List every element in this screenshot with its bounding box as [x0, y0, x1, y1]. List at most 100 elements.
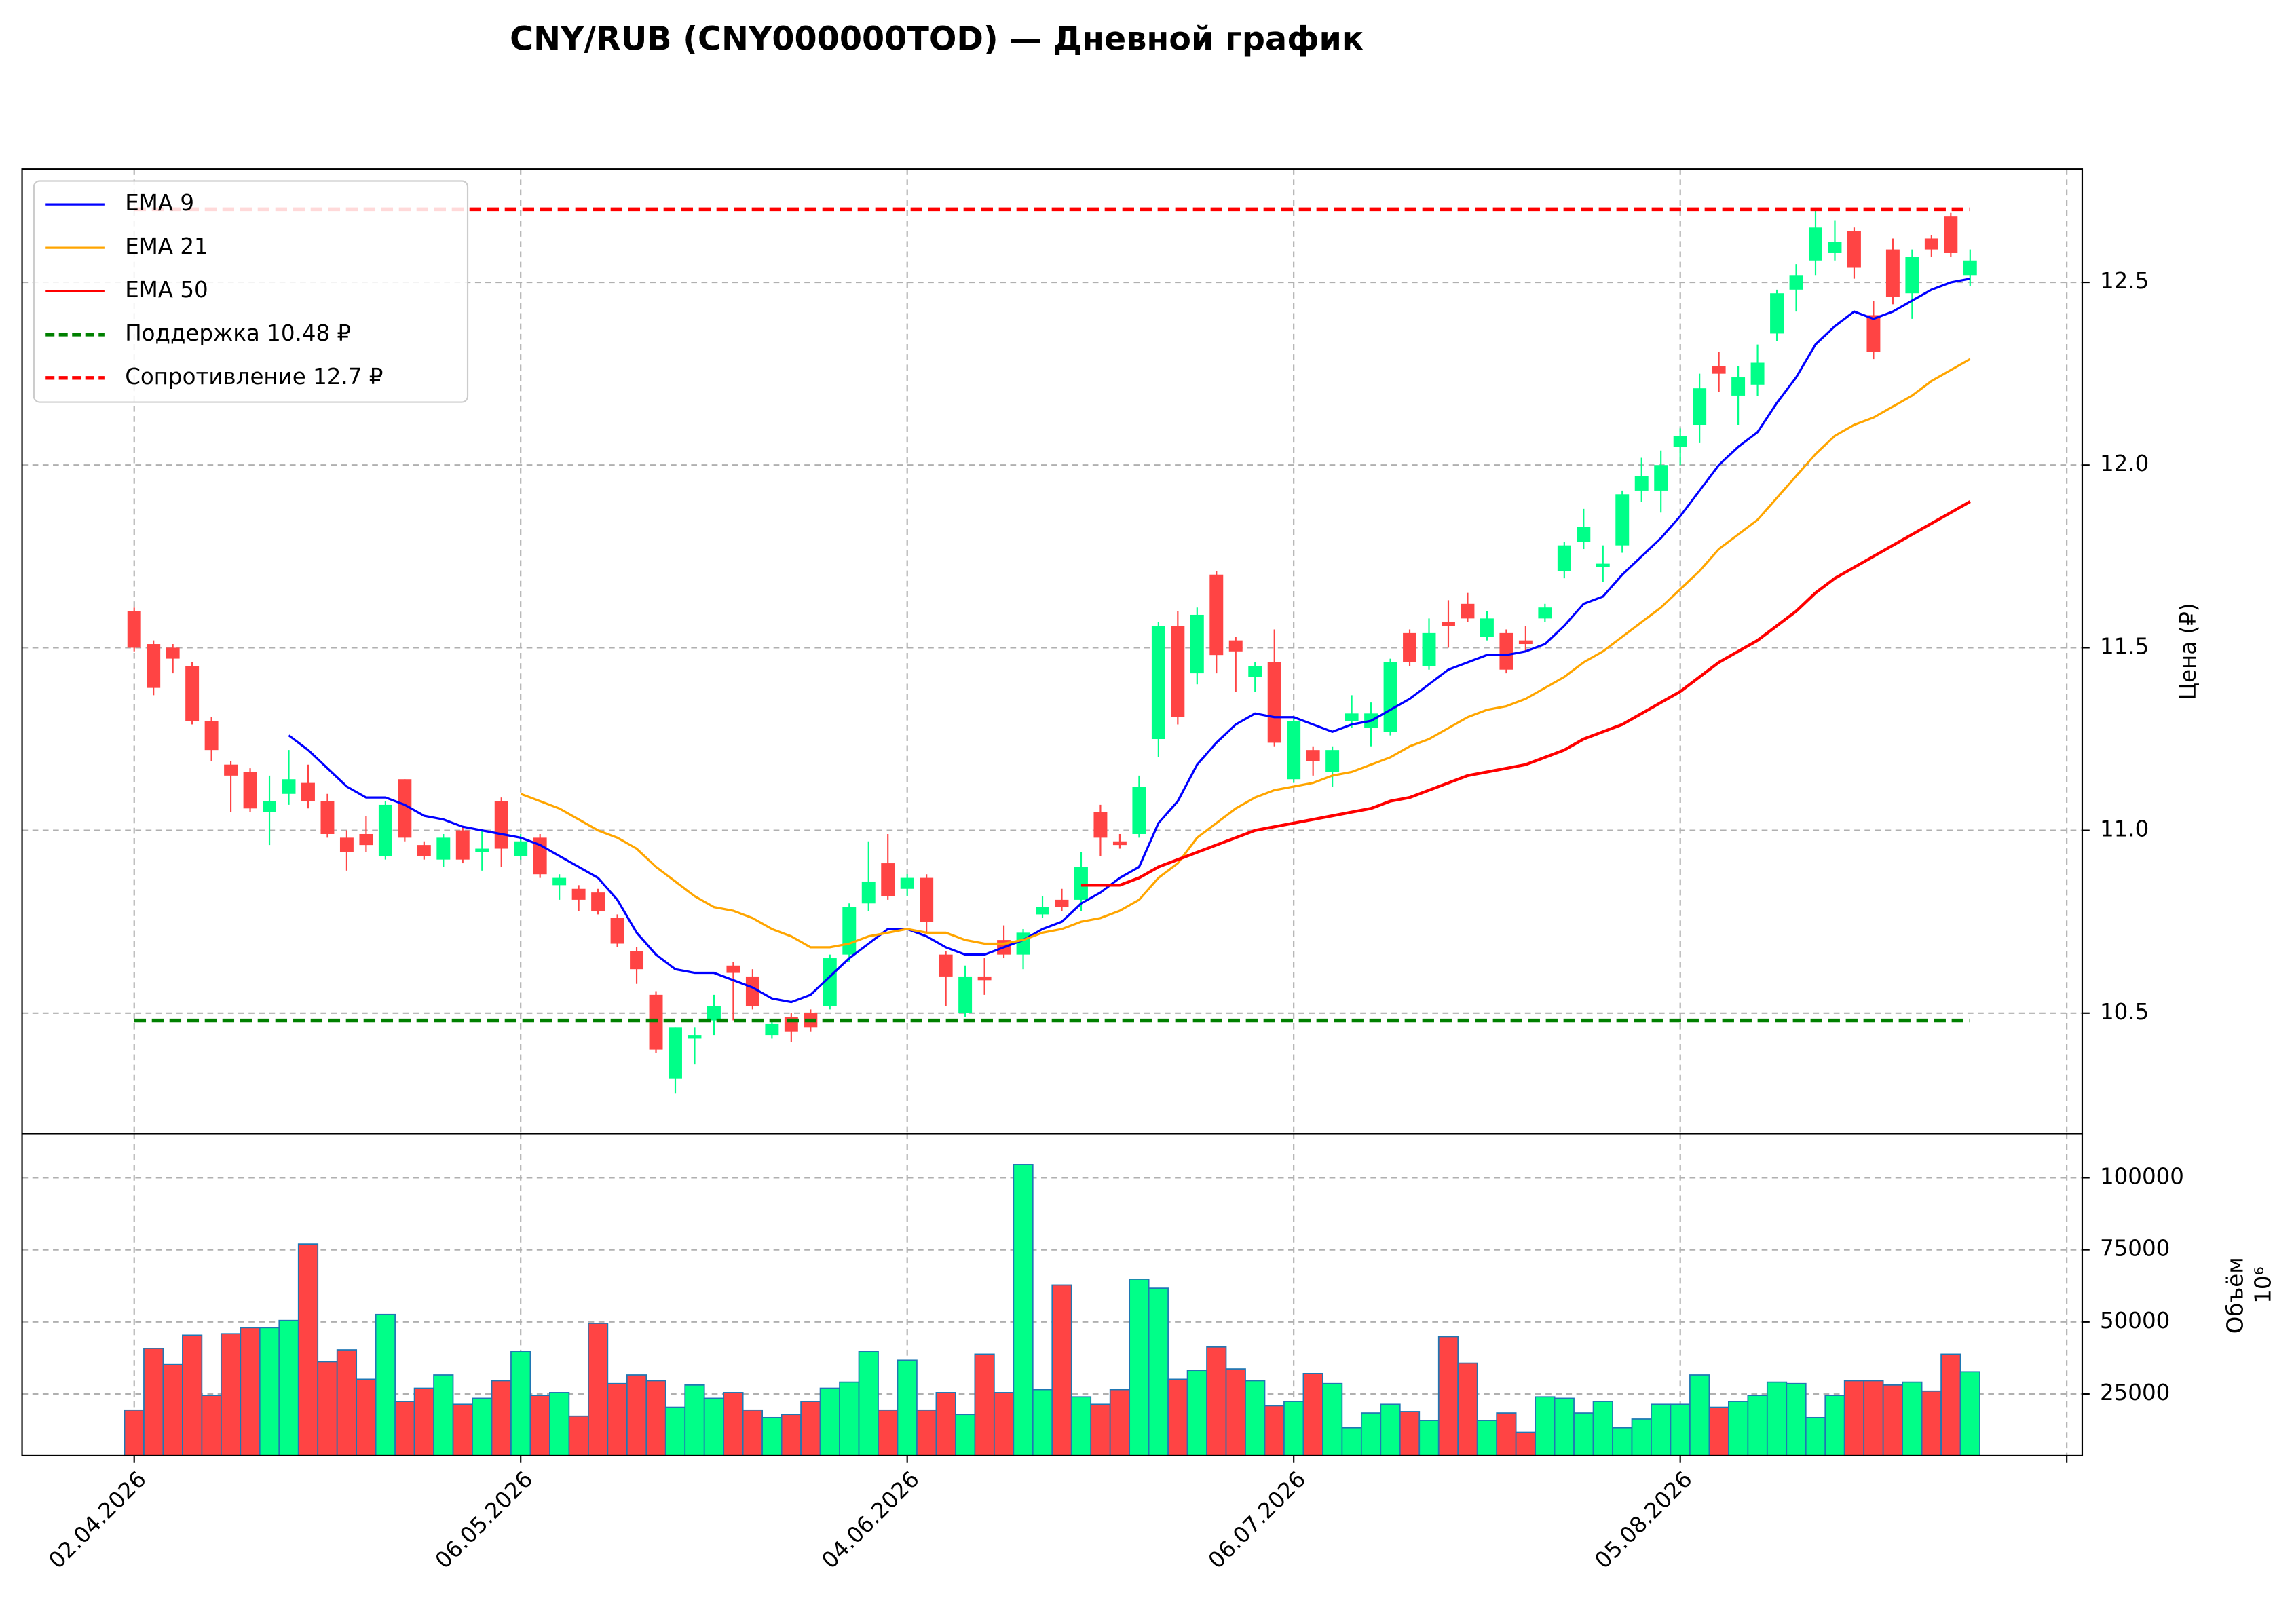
volume-bar: [1689, 1374, 1710, 1456]
volume-bar: [220, 1333, 242, 1456]
volume-bar: [1902, 1381, 1923, 1456]
candle-body: [378, 804, 392, 856]
candle-body: [1383, 662, 1397, 732]
volume-bar: [201, 1395, 222, 1456]
volume-bar: [1129, 1279, 1150, 1456]
volume-bar: [955, 1414, 976, 1456]
candle-body: [475, 848, 489, 852]
y-axis-label: Цена (₽): [2175, 603, 2201, 700]
volume-bar: [1341, 1427, 1362, 1456]
volume-bar: [858, 1351, 879, 1456]
candle-body: [282, 779, 296, 794]
candle-body: [1036, 907, 1049, 915]
volume-bar: [761, 1416, 783, 1456]
candle-body: [1828, 242, 1842, 253]
volume-bar: [1283, 1401, 1304, 1456]
volume-bar: [684, 1384, 705, 1456]
candle-body: [707, 1006, 721, 1021]
candle-body: [455, 830, 470, 860]
legend-label: Поддержка 10.48 ₽: [125, 320, 351, 346]
y-tick-label: 11.5: [2100, 633, 2149, 659]
candle-body: [1112, 841, 1127, 846]
candle-body: [1750, 362, 1765, 385]
candle-body: [1480, 618, 1494, 637]
volume-bar: [1631, 1418, 1652, 1456]
volume-bar: [1186, 1370, 1207, 1456]
ema-line: [520, 358, 1971, 949]
candle-body: [243, 772, 257, 809]
candle-body: [823, 958, 837, 1006]
volume-bars: [124, 1164, 1980, 1456]
candle-body: [842, 907, 857, 955]
legend-label: EMA 50: [125, 277, 208, 303]
candle-body: [1306, 750, 1320, 761]
volume-bar: [394, 1401, 415, 1456]
volume-bar: [916, 1409, 937, 1456]
candle-body: [1016, 932, 1030, 955]
candle-body: [1809, 227, 1822, 261]
candle-body: [1924, 238, 1938, 250]
candle-body: [224, 764, 238, 776]
y-tick-label: 75000: [2100, 1236, 2170, 1262]
volume-bar: [336, 1349, 358, 1456]
y-tick-label: 25000: [2100, 1380, 2170, 1405]
candle-body: [1557, 545, 1571, 571]
volume-bar: [1013, 1164, 1034, 1456]
candle-body: [939, 954, 953, 977]
volume-bar: [626, 1374, 647, 1456]
volume-bar: [839, 1381, 860, 1456]
volume-bar: [472, 1397, 493, 1456]
volume-bar: [1515, 1431, 1536, 1456]
y-tick-label: 50000: [2100, 1308, 2170, 1334]
volume-bar: [1940, 1353, 1961, 1456]
volume-bar: [1535, 1396, 1556, 1456]
legend-box: [33, 180, 469, 403]
candle-body: [147, 644, 161, 688]
candle-body: [1538, 607, 1552, 619]
volume-bar: [607, 1382, 628, 1456]
volume-bar: [1805, 1416, 1826, 1456]
volume-bar: [1399, 1411, 1421, 1456]
candle-body: [591, 892, 605, 911]
candle-body: [571, 888, 586, 900]
volume-bar: [433, 1374, 454, 1456]
volume-bar: [1670, 1403, 1691, 1456]
candle-body: [1577, 527, 1591, 542]
volume-bar: [510, 1351, 531, 1456]
y-tick-label: 100000: [2100, 1163, 2184, 1189]
candle-body: [1963, 260, 1977, 276]
volume-bar: [1148, 1287, 1169, 1456]
candle-body: [1770, 293, 1784, 334]
candle-body: [688, 1035, 702, 1039]
candle-body: [765, 1023, 779, 1036]
candle-body: [1074, 867, 1088, 900]
candle-body: [1905, 257, 1919, 294]
candle-body: [436, 837, 451, 860]
candle-body: [1499, 632, 1513, 670]
volume-bar: [1747, 1395, 1768, 1456]
volume-bar: [974, 1353, 995, 1456]
volume-bar: [1882, 1384, 1904, 1456]
y-tick-label: 11.0: [2100, 816, 2149, 842]
volume-bar: [1360, 1412, 1382, 1456]
volume-offset-text: 10⁶: [2251, 1266, 2276, 1303]
candle-body: [1693, 388, 1707, 426]
candle-body: [1325, 750, 1340, 772]
candle-body: [1596, 563, 1610, 567]
legend-label: EMA 9: [125, 190, 194, 216]
candle-body: [1190, 614, 1204, 674]
volume-bar: [1167, 1378, 1188, 1456]
volume-bar: [182, 1334, 203, 1456]
candle-body: [1847, 231, 1861, 268]
candle-body: [1345, 713, 1359, 721]
candle-body: [1248, 666, 1262, 677]
volume-bar: [1476, 1420, 1498, 1456]
candle-body: [339, 837, 354, 852]
y-tick-label: 12.0: [2100, 451, 2149, 476]
volume-bar: [1225, 1368, 1246, 1456]
candle-body: [1885, 249, 1900, 297]
y-tick-label: 10.5: [2100, 999, 2149, 1025]
candle-body: [166, 647, 180, 659]
